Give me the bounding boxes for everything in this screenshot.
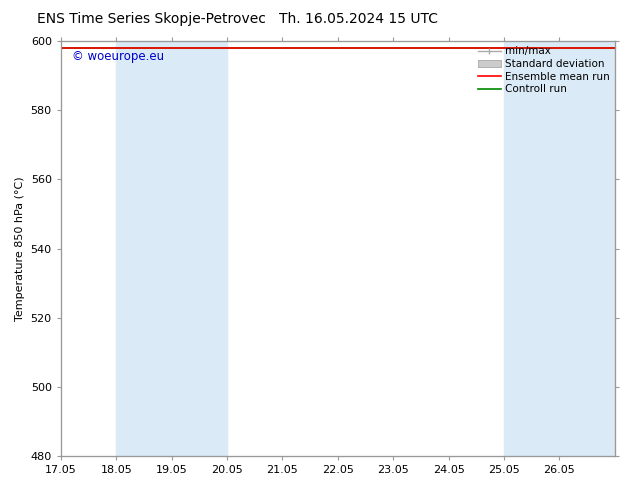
Y-axis label: Temperature 850 hPa (°C): Temperature 850 hPa (°C) [15,176,25,321]
Bar [116,41,227,456]
Text: Th. 16.05.2024 15 UTC: Th. 16.05.2024 15 UTC [279,12,438,26]
Legend: min/max, Standard deviation, Ensemble mean run, Controll run: min/max, Standard deviation, Ensemble me… [478,47,610,94]
Bar [587,41,615,456]
Bar [504,41,587,456]
Text: © woeurope.eu: © woeurope.eu [72,49,164,63]
Text: ENS Time Series Skopje-Petrovec: ENS Time Series Skopje-Petrovec [37,12,266,26]
